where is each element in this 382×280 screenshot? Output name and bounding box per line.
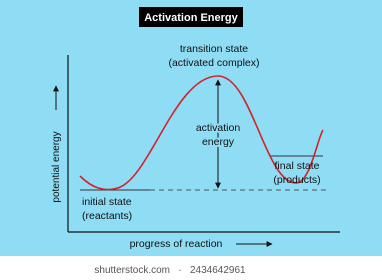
- initial-label: (reactants): [82, 210, 132, 222]
- background: [0, 0, 382, 256]
- transition-label: (activated complex): [168, 57, 259, 69]
- initial-label: initial state: [82, 196, 132, 208]
- watermark: 2434642961: [190, 265, 246, 276]
- watermark-strip: [0, 256, 382, 280]
- transition-label: transition state: [180, 43, 248, 55]
- energy-curve: [79, 75, 324, 191]
- activation-label: activation: [196, 122, 241, 134]
- watermark: shutterstock.com: [94, 265, 170, 276]
- title: Activation Energy: [144, 12, 238, 24]
- x-axis-label: progress of reaction: [130, 238, 223, 250]
- activation-label: energy: [202, 136, 235, 148]
- watermark-separator: ·: [178, 265, 181, 276]
- final-label: final state: [275, 160, 320, 172]
- y-axis-label: potential energy: [51, 131, 62, 202]
- final-label: (products): [273, 174, 320, 186]
- title-box: [139, 7, 243, 27]
